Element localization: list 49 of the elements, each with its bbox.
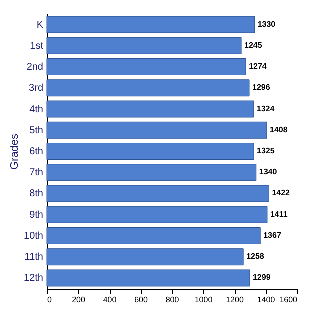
y-tick-label: 7th <box>30 168 44 179</box>
x-tick-label: 600 <box>134 296 148 304</box>
bar <box>46 100 254 118</box>
x-tick-label: 200 <box>72 296 86 304</box>
data-label: 1422 <box>272 188 291 198</box>
data-label: 1330 <box>258 20 276 29</box>
bar <box>46 122 268 139</box>
bar <box>46 80 250 97</box>
y-tick-label: 2nd <box>26 62 44 74</box>
x-tick-label: 1400 <box>257 296 276 304</box>
y-tick-label: 11th <box>24 252 44 264</box>
bar <box>46 16 256 34</box>
bar <box>46 164 257 182</box>
data-label: 1340 <box>259 168 278 177</box>
y-tick-label: 6th <box>30 146 44 158</box>
x-tick-label: 1000 <box>194 296 214 304</box>
y-tick-label: 5th <box>30 125 44 136</box>
y-tick-label: 9th <box>30 210 44 221</box>
bar <box>46 37 242 54</box>
data-label: 1367 <box>264 230 282 240</box>
data-label: 1296 <box>252 83 271 92</box>
data-label: 1408 <box>270 125 288 134</box>
y-tick-label: 12th <box>24 273 44 284</box>
y-tick-label: K <box>36 20 44 31</box>
x-tick-label: 1600 <box>280 296 298 304</box>
bar <box>46 58 246 76</box>
x-tick-label: 400 <box>103 296 118 304</box>
y-axis-title: Grades <box>9 133 22 170</box>
x-tick-label: 1200 <box>226 296 244 304</box>
data-label: 1411 <box>270 210 288 219</box>
data-label: 1299 <box>252 273 272 282</box>
y-tick-label: 4th <box>30 104 44 116</box>
y-tick-label: 1st <box>30 40 44 52</box>
y-tick-label: 3rd <box>29 83 44 94</box>
bar <box>46 228 261 244</box>
x-tick-label: 0 <box>48 296 52 304</box>
data-label: 1245 <box>244 40 263 50</box>
data-label: 1325 <box>257 146 276 156</box>
x-tick-label: 800 <box>166 296 180 304</box>
bar <box>46 270 250 287</box>
bar <box>46 143 254 160</box>
data-label: 1274 <box>249 62 268 72</box>
bar <box>46 248 244 266</box>
data-label: 1324 <box>256 104 276 114</box>
data-label: 1258 <box>246 252 265 262</box>
y-tick-label: 10th <box>24 230 44 242</box>
bar <box>46 185 270 202</box>
bar <box>46 206 268 224</box>
y-tick-label: 8th <box>30 188 44 200</box>
